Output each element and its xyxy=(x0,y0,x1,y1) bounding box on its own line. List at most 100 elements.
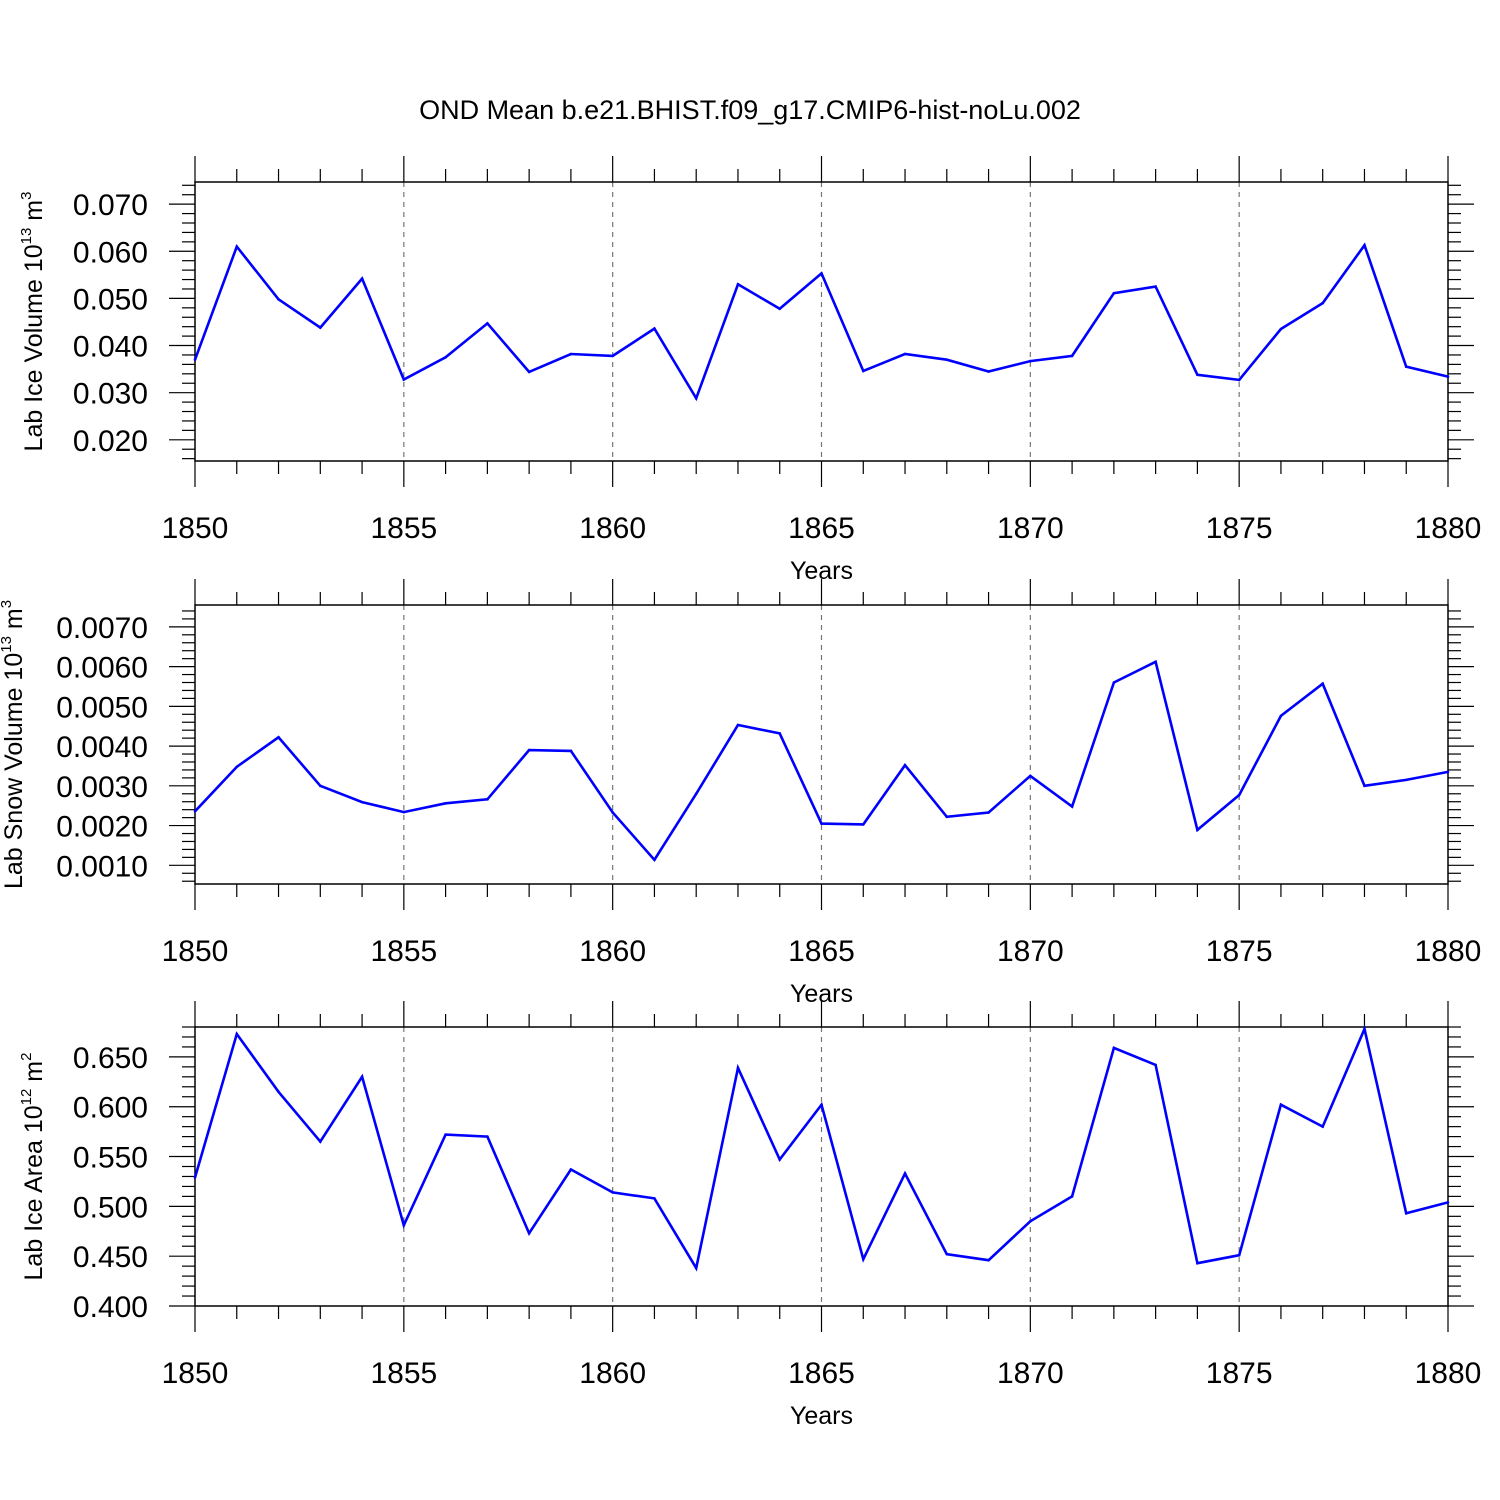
data-point xyxy=(736,282,740,286)
y-tick-label: 0.0070 xyxy=(56,612,148,645)
data-point xyxy=(1237,378,1241,382)
x-tick-label: 1870 xyxy=(997,512,1064,545)
y-axis-label: Lab Snow Volume 1013 m3 xyxy=(0,600,28,889)
x-tick-label: 1880 xyxy=(1415,512,1482,545)
x-tick-label: 1855 xyxy=(370,935,437,968)
y-tick-label: 0.450 xyxy=(73,1241,148,1274)
data-point xyxy=(1196,828,1199,832)
data-point xyxy=(861,823,865,826)
series-line xyxy=(194,659,1449,862)
data-point xyxy=(987,370,990,373)
data-point xyxy=(1070,1195,1074,1198)
x-tick-label: 1865 xyxy=(788,935,855,968)
y-tick-label: 0.0010 xyxy=(56,850,148,883)
data-point xyxy=(235,245,239,248)
data-point xyxy=(945,1252,949,1256)
data-point xyxy=(360,800,364,804)
y-tick-label: 0.050 xyxy=(73,283,148,316)
data-point xyxy=(277,736,280,739)
y-tick-label: 0.550 xyxy=(73,1142,148,1175)
x-tick-label: 1850 xyxy=(162,512,229,545)
data-point xyxy=(527,1231,531,1235)
data-point xyxy=(1154,1063,1157,1067)
data-point xyxy=(1237,1253,1241,1257)
data-point xyxy=(1112,681,1116,684)
data-point xyxy=(235,1032,239,1036)
data-point xyxy=(193,1176,197,1179)
data-point xyxy=(569,352,573,356)
x-axis-label: Years xyxy=(790,1402,853,1430)
data-point xyxy=(987,811,990,814)
y-tick-label: 0.040 xyxy=(73,331,148,364)
x-tick-label: 1875 xyxy=(1206,512,1273,545)
data-point xyxy=(319,326,322,329)
data-point xyxy=(193,809,197,813)
data-point xyxy=(569,1168,573,1171)
data-point xyxy=(444,802,447,805)
data-point xyxy=(903,763,907,767)
y-tick-label: 0.0030 xyxy=(56,771,148,804)
data-point xyxy=(1363,1027,1366,1031)
data-point xyxy=(402,378,406,381)
y-tick-label: 0.070 xyxy=(73,189,148,222)
y-tick-label: 0.0020 xyxy=(56,811,148,844)
data-point xyxy=(1321,682,1324,685)
data-point xyxy=(820,272,823,275)
data-point xyxy=(235,765,239,769)
data-point xyxy=(402,1223,406,1227)
data-point xyxy=(945,358,949,361)
data-point xyxy=(444,356,447,359)
data-point xyxy=(1404,1212,1408,1215)
data-point xyxy=(1112,1046,1116,1050)
x-tick-label: 1865 xyxy=(788,1357,855,1390)
data-point xyxy=(1446,1201,1450,1204)
data-point xyxy=(319,1140,322,1143)
data-point xyxy=(1363,784,1366,788)
data-point xyxy=(611,1191,614,1194)
data-point xyxy=(945,815,949,819)
y-tick-label: 0.020 xyxy=(73,425,148,458)
data-point xyxy=(611,354,614,358)
data-point xyxy=(1029,359,1032,363)
data-point xyxy=(319,784,322,788)
y-tick-label: 0.0040 xyxy=(56,731,148,764)
data-point xyxy=(1321,1125,1324,1128)
x-tick-label: 1875 xyxy=(1206,1357,1273,1390)
data-point xyxy=(486,1135,489,1138)
data-point xyxy=(1112,291,1116,295)
data-point xyxy=(1154,285,1157,288)
data-point xyxy=(1237,793,1241,797)
data-point xyxy=(736,723,740,727)
x-tick-label: 1855 xyxy=(370,512,437,545)
data-point xyxy=(1196,1261,1199,1265)
x-tick-label: 1870 xyxy=(997,1357,1064,1390)
data-point xyxy=(1029,1220,1032,1223)
data-point xyxy=(1279,714,1283,718)
data-point xyxy=(1070,805,1074,808)
data-point xyxy=(653,858,656,862)
data-point xyxy=(360,277,364,280)
data-point xyxy=(861,369,865,373)
y-tick-label: 0.650 xyxy=(73,1042,148,1075)
x-tick-label: 1880 xyxy=(1415,1357,1482,1390)
y-tick-label: 0.400 xyxy=(73,1291,148,1324)
data-point xyxy=(486,322,489,325)
data-point xyxy=(527,370,531,374)
y-tick-label: 0.060 xyxy=(73,236,148,269)
y-tick-label: 0.0050 xyxy=(56,691,148,724)
data-point xyxy=(820,822,823,825)
x-tick-label: 1860 xyxy=(579,935,646,968)
data-point xyxy=(1321,301,1324,305)
data-point xyxy=(1029,774,1032,778)
data-point xyxy=(694,792,698,796)
data-point xyxy=(569,749,573,753)
data-point xyxy=(1363,243,1366,247)
data-point xyxy=(1070,354,1074,358)
panel-1: 1850 1855 1860 1865 1870 1875 1880Years0.0200.… xyxy=(18,156,1481,585)
data-point xyxy=(360,1075,364,1079)
data-point xyxy=(903,1172,907,1175)
data-point xyxy=(694,397,698,400)
x-tick-label: 1850 xyxy=(162,1357,229,1390)
data-point xyxy=(444,1133,447,1136)
